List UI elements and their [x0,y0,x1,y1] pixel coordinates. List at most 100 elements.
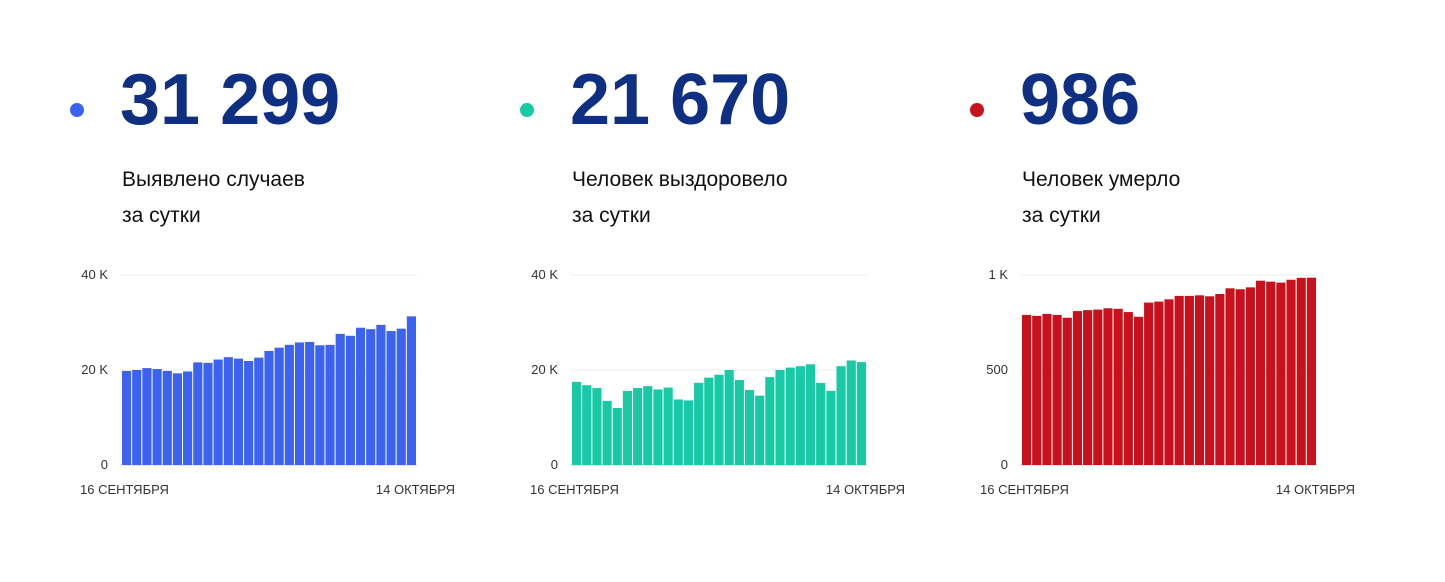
x-end-label: 14 ОКТЯБРЯ [826,482,905,497]
recovered-value: 21 670 [570,60,791,140]
bar [724,370,734,465]
bar [714,374,724,465]
bar [856,362,866,465]
recovered-panel: 21 670 Человек выздоровело за сутки 0 20 … [450,0,905,582]
bar [1022,314,1032,465]
bar [765,377,775,465]
bar [836,366,846,465]
x-end-label: 14 ОКТЯБРЯ [376,482,455,497]
recovered-label-line2: за сутки [572,204,651,227]
cases-value: 31 299 [120,60,341,140]
bar [663,387,673,465]
bar [1225,288,1235,465]
deaths-label: Человек умерло за сутки [1022,162,1180,234]
bar [162,370,172,465]
bar [1174,295,1184,465]
bar [1194,295,1205,465]
deaths-value: 986 [1020,60,1141,140]
bar [1296,277,1306,465]
bar [1072,311,1083,465]
bar [734,379,744,465]
bar [846,360,856,465]
y-tick-label: 500 [986,362,1008,377]
cases-label-line1: Выявлено случаев [122,168,305,191]
x-start-label: 16 СЕНТЯБРЯ [980,482,1069,497]
bar [1154,301,1164,465]
bar [142,368,152,465]
bar [1266,281,1276,465]
dot-marker-icon [520,103,534,117]
y-tick-label: 20 K [81,362,108,377]
recovered-bar-chart: 0 20 K 40 K 16 СЕНТЯБРЯ 14 ОКТЯБРЯ [530,267,905,497]
bar [132,370,142,465]
bar [254,357,264,465]
bar [1113,308,1123,465]
bar [183,371,193,465]
bar [816,382,826,465]
bar [673,399,683,465]
x-start-label: 16 СЕНТЯБРЯ [530,482,619,497]
bar [744,389,755,465]
y-tick-label: 20 K [531,362,558,377]
bar [795,366,805,465]
bar [244,360,254,465]
bar [396,328,406,465]
bar [1184,295,1194,465]
bar [223,357,233,465]
cases-bar-chart: 0 20 K 40 K 16 СЕНТЯБРЯ 14 ОКТЯБРЯ [80,267,455,497]
bar [1286,279,1296,465]
bar [633,388,643,465]
bar [643,386,653,465]
bar [1093,309,1103,465]
bar [622,390,633,465]
bar [305,341,315,465]
bar [1062,317,1072,465]
bar [284,344,294,465]
x-start-label: 16 СЕНТЯБРЯ [80,482,169,497]
y-tick-label: 40 K [81,267,108,282]
y-tick-label: 0 [101,457,108,472]
bar [193,362,203,465]
bar [1245,287,1255,465]
bar [1144,302,1154,465]
bar [612,408,622,465]
bar [704,377,714,465]
bar [213,359,223,465]
bar [653,389,663,465]
deaths-label-line1: Человек умерло [1022,168,1181,191]
bar [345,335,355,465]
cases-label: Выявлено случаев за сутки [122,162,305,234]
bar [805,364,816,465]
bar [152,369,162,465]
bar [1164,299,1174,465]
dot-marker-icon [970,103,984,117]
deaths-label-line2: за сутки [1022,204,1101,227]
bar [203,362,213,465]
bar [1042,313,1052,465]
bar [386,331,396,465]
bar [1032,315,1042,465]
cases-panel: 31 299 Выявлено случаев за сутки 0 20 K 40… [0,0,455,582]
bar [122,370,132,465]
y-tick-label: 0 [551,457,558,472]
bar [376,324,386,465]
bar [1103,308,1113,465]
dot-marker-icon [70,103,84,117]
bar [172,373,183,465]
bar [355,327,366,465]
bar [1133,316,1144,465]
bar [1255,280,1266,465]
bar [602,400,612,465]
bar [1215,294,1225,465]
bar [775,370,785,465]
bar [582,385,592,465]
deaths-panel: 986 Человек умерло за сутки 0 500 1 K 16 СЕ… [900,0,1355,582]
bar [366,329,376,465]
bar [325,344,335,465]
bar [826,390,836,465]
bar [1276,282,1286,465]
bar [233,358,244,465]
x-end-label: 14 ОКТЯБРЯ [1276,482,1355,497]
bar [694,382,704,465]
bar [572,381,582,465]
